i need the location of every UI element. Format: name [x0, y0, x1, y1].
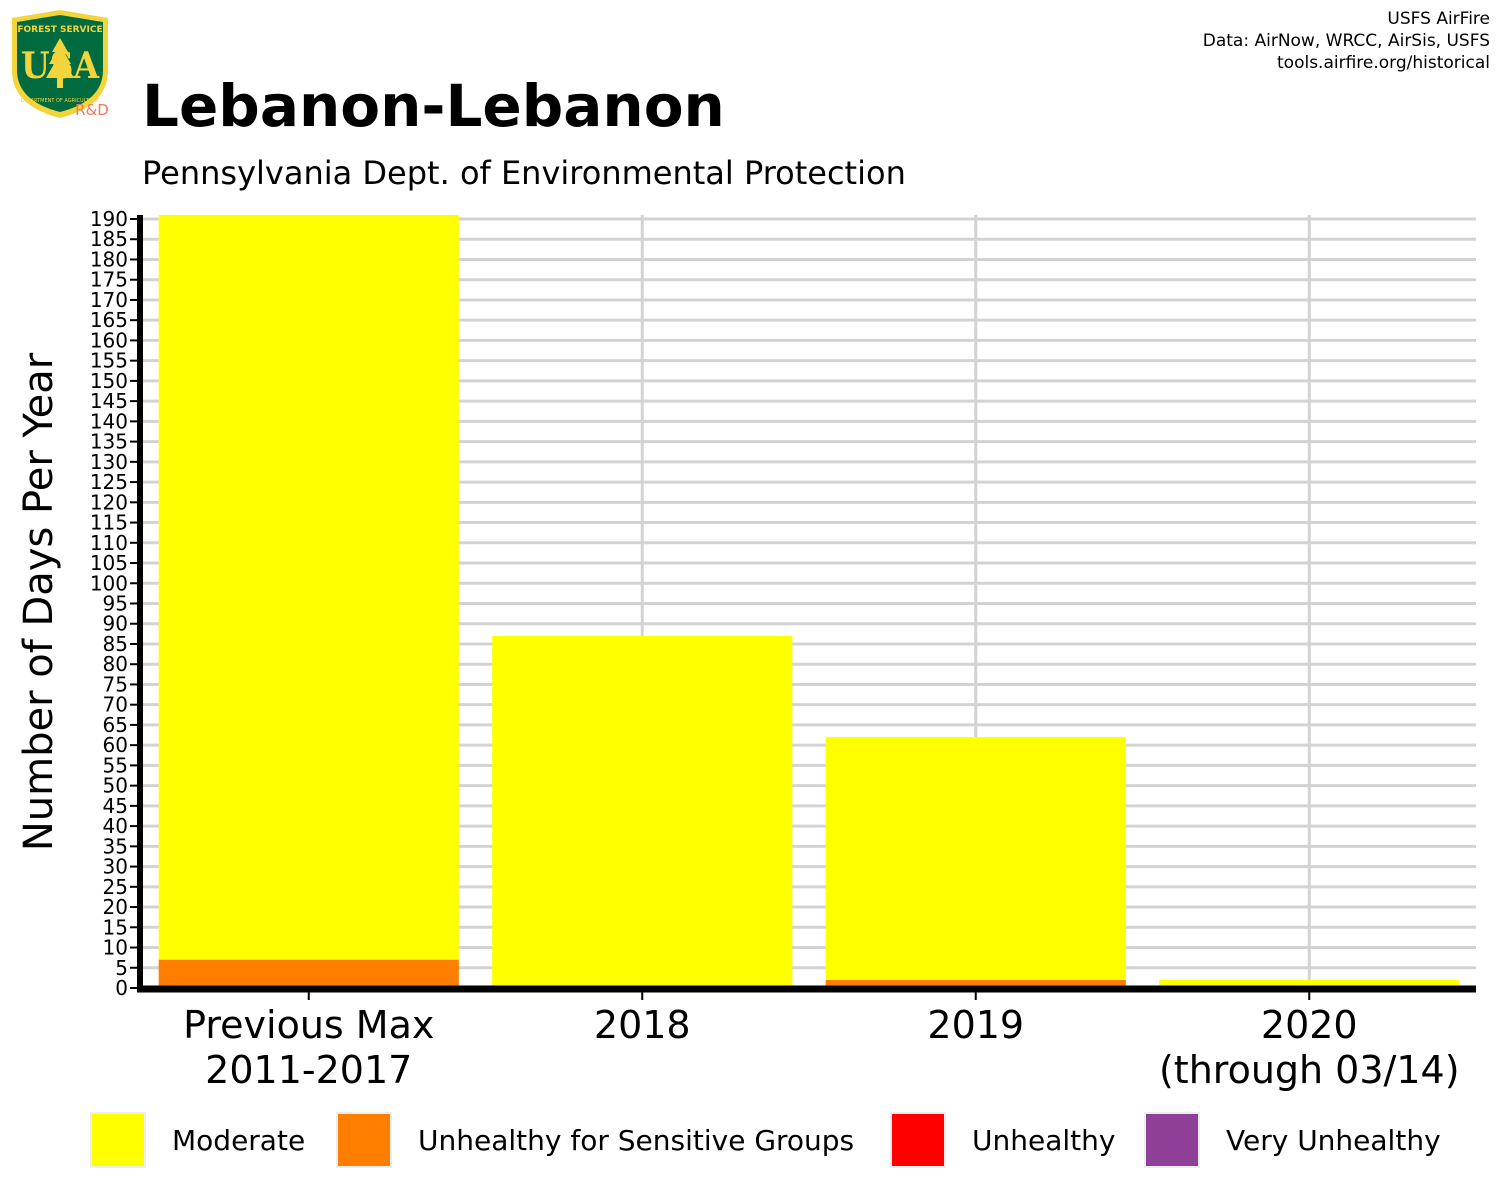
- x-tick-label: 2018: [594, 1003, 691, 1047]
- bar-segment: [158, 214, 459, 960]
- legend-item-unhealthy: Unhealthy: [890, 1110, 1115, 1170]
- legend-label: Very Unhealthy: [1226, 1123, 1441, 1157]
- legend-item-usg: Unhealthy for Sensitive Groups: [336, 1110, 854, 1170]
- y-tick-label: 120: [90, 490, 128, 514]
- y-tick-label: 135: [90, 430, 128, 454]
- x-tick-label: (through 03/14): [1159, 1048, 1460, 1092]
- x-tick-label: 2020: [1261, 1003, 1358, 1047]
- y-tick-label: 50: [103, 774, 128, 798]
- y-tick-label: 190: [90, 207, 128, 231]
- legend: Moderate Unhealthy for Sensitive Groups …: [0, 1110, 1500, 1170]
- y-tick-label: 150: [90, 369, 128, 393]
- y-tick-label: 115: [90, 511, 128, 535]
- logo-bottom-text: DEPARTMENT OF AGRICULTURE: [21, 98, 99, 104]
- y-tick-label: 75: [103, 672, 128, 696]
- y-tick-label: 180: [90, 247, 128, 271]
- y-tick-label: 90: [103, 612, 128, 636]
- legend-item-very-unhealthy: Very Unhealthy: [1144, 1110, 1441, 1170]
- y-tick-label: 185: [90, 227, 128, 251]
- y-tick-label: 65: [103, 713, 128, 737]
- y-tick-label: 20: [103, 895, 128, 919]
- legend-label: Unhealthy: [972, 1123, 1116, 1157]
- y-tick-label: 10: [103, 936, 128, 960]
- credit-line: tools.airfire.org/historical: [1277, 53, 1490, 73]
- bar-segment: [158, 959, 459, 988]
- y-tick-label: 155: [90, 349, 128, 373]
- logo-arc-text: FOREST SERVICE: [17, 25, 102, 35]
- y-axis-label: Number of Days Per Year: [16, 352, 62, 851]
- legend-item-moderate: Moderate: [90, 1110, 305, 1170]
- data-credits: USFS AirFire Data: AirNow, WRCC, AirSis,…: [1203, 8, 1490, 74]
- y-tick-label: 40: [103, 814, 128, 838]
- y-tick-label: 25: [103, 875, 128, 899]
- x-tick-label: 2011-2017: [205, 1048, 412, 1092]
- x-tick-label: Previous Max: [183, 1003, 434, 1047]
- chart-title: Lebanon-Lebanon: [142, 72, 725, 140]
- bar-segment: [492, 635, 793, 988]
- chart-subtitle: Pennsylvania Dept. of Environmental Prot…: [142, 154, 906, 192]
- usfs-logo: FOREST SERVICE USA DEPARTMENT OF AGRICUL…: [12, 10, 109, 119]
- y-tick-label: 55: [103, 753, 128, 777]
- y-tick-label: 175: [90, 268, 128, 292]
- y-tick-label: 165: [90, 308, 128, 332]
- y-tick-label: 145: [90, 389, 128, 413]
- y-tick-label: 130: [90, 450, 128, 474]
- legend-swatch: [1144, 1112, 1200, 1168]
- legend-label: Moderate: [172, 1123, 306, 1157]
- y-tick-label: 30: [103, 855, 128, 879]
- legend-swatch: [890, 1112, 946, 1168]
- y-tick-label: 45: [103, 794, 128, 818]
- logo-tag: R&D: [75, 101, 109, 119]
- credit-line: Data: AirNow, WRCC, AirSis, USFS: [1202, 31, 1490, 51]
- y-tick-label: 140: [90, 409, 128, 433]
- y-tick-label: 105: [90, 551, 128, 575]
- y-tick-label: 60: [103, 733, 128, 757]
- y-tick-label: 5: [115, 956, 128, 980]
- bar-segment: [825, 737, 1126, 980]
- y-tick-label: 110: [90, 531, 128, 555]
- x-tick-label: 2019: [927, 1003, 1024, 1047]
- axes: [137, 215, 1476, 993]
- legend-swatch: [90, 1112, 146, 1168]
- y-tick-label: 70: [103, 693, 128, 717]
- y-tick-labels: 0510152025303540455055606570758085909510…: [90, 207, 138, 1000]
- bar-segment: [825, 979, 1126, 988]
- legend-label: Unhealthy for Sensitive Groups: [418, 1123, 855, 1157]
- legend-swatch: [336, 1112, 392, 1168]
- y-tick-label: 170: [90, 288, 128, 312]
- y-tick-label: 125: [90, 470, 128, 494]
- bar-segment: [1159, 979, 1460, 988]
- y-tick-label: 80: [103, 652, 128, 676]
- bars: [158, 214, 1460, 988]
- y-tick-label: 100: [90, 571, 128, 595]
- y-tick-label: 35: [103, 834, 128, 858]
- y-tick-label: 0: [115, 976, 128, 1000]
- y-tick-label: 160: [90, 328, 128, 352]
- bar-chart: 0510152025303540455055606570758085909510…: [16, 207, 1476, 1092]
- y-tick-label: 85: [103, 632, 128, 656]
- y-tick-label: 95: [103, 592, 128, 616]
- tree-icon: [46, 38, 74, 88]
- y-tick-label: 15: [103, 915, 128, 939]
- credit-line: USFS AirFire: [1387, 9, 1490, 29]
